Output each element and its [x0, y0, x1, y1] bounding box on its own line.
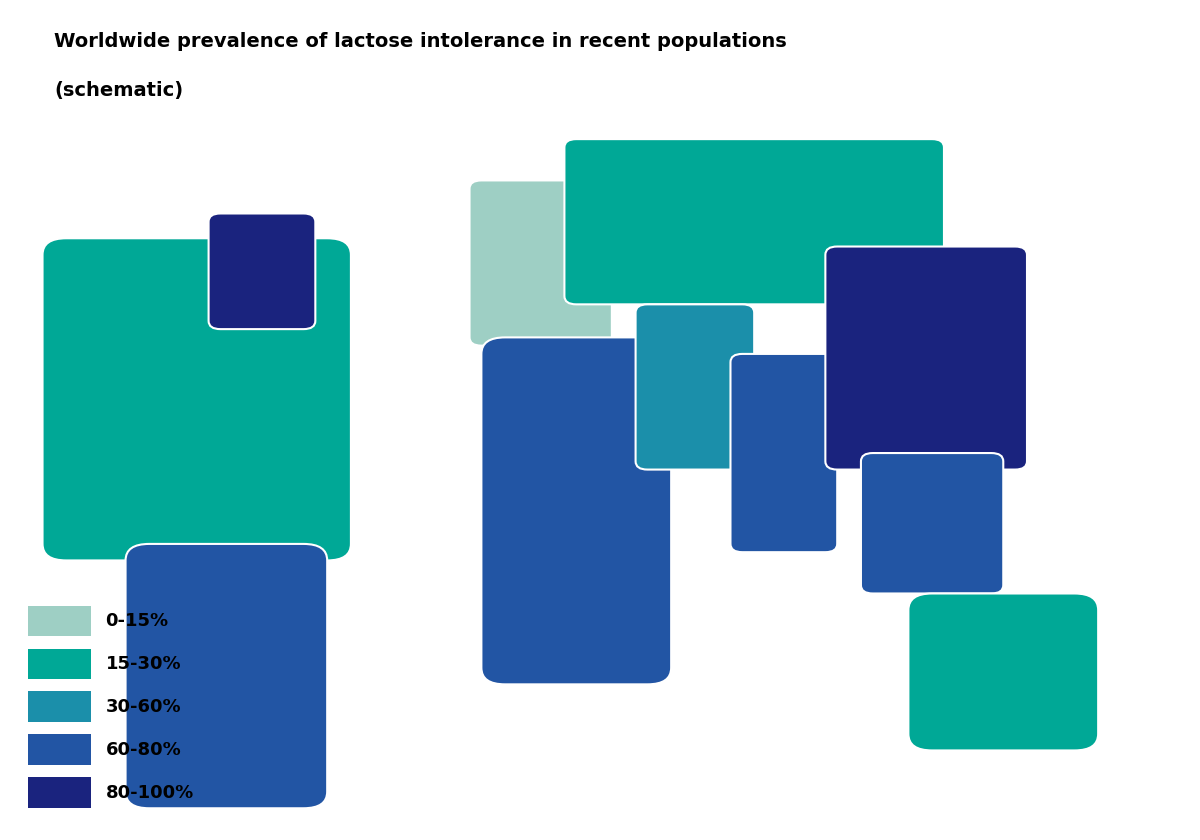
FancyBboxPatch shape	[860, 453, 1003, 594]
FancyBboxPatch shape	[469, 181, 612, 345]
FancyBboxPatch shape	[126, 544, 328, 808]
FancyBboxPatch shape	[564, 139, 944, 304]
FancyBboxPatch shape	[42, 239, 350, 560]
FancyBboxPatch shape	[731, 354, 838, 552]
Text: (schematic): (schematic)	[54, 81, 184, 100]
FancyBboxPatch shape	[908, 594, 1098, 750]
FancyBboxPatch shape	[209, 213, 316, 329]
Text: Worldwide prevalence of lactose intolerance in recent populations: Worldwide prevalence of lactose intolera…	[54, 32, 787, 50]
Legend: 0-15%, 15-30%, 30-60%, 60-80%, 80-100%: 0-15%, 15-30%, 30-60%, 60-80%, 80-100%	[28, 606, 193, 807]
FancyBboxPatch shape	[826, 246, 1027, 470]
FancyBboxPatch shape	[636, 304, 754, 470]
FancyBboxPatch shape	[481, 338, 671, 685]
